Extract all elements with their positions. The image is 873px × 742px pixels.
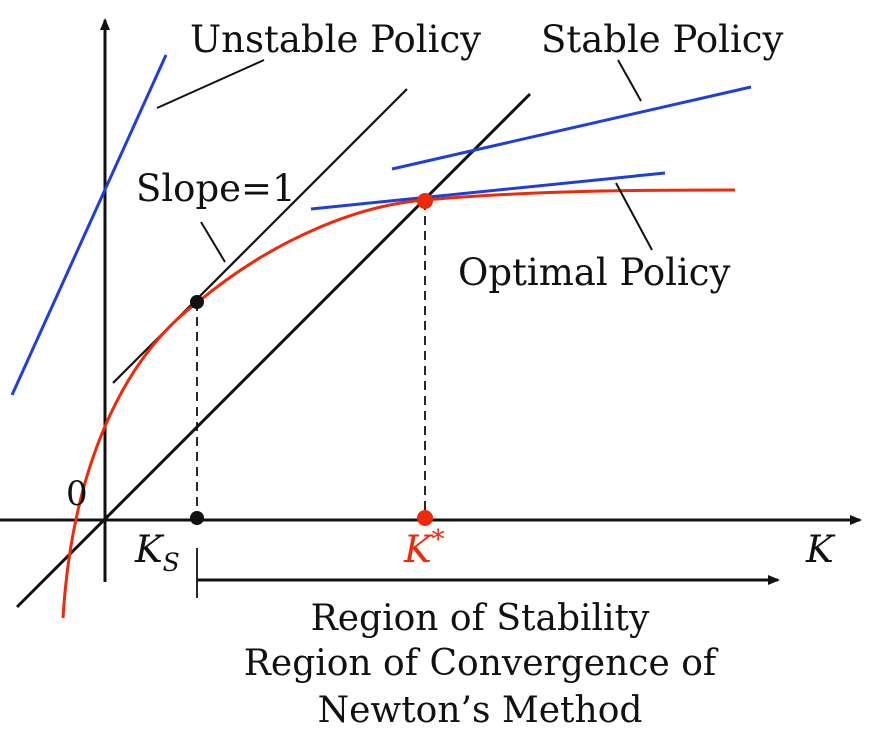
unstable-policy-label: Unstable Policy xyxy=(190,18,481,61)
optimal-policy-leader xyxy=(615,182,653,251)
stable-policy-label: Stable Policy xyxy=(541,18,784,61)
slope-label: Slope=1 xyxy=(136,167,296,210)
region-text-line-2: Region of Convergence of xyxy=(244,643,719,684)
k-axis-label: K xyxy=(805,528,836,571)
k-star-label-sup: * xyxy=(432,525,445,555)
k-star-label: K* xyxy=(403,525,445,571)
stable-policy-line xyxy=(391,85,752,171)
region-text-line-3: Newton’s Method xyxy=(318,690,643,731)
optimal-policy-label: Optimal Policy xyxy=(458,251,731,294)
k-star-label-main: K xyxy=(403,528,434,571)
k-s-axis-point xyxy=(190,511,204,525)
origin-label: 0 xyxy=(66,474,88,514)
k-s-label-sub: S xyxy=(163,548,180,577)
k-s-label-main: K xyxy=(134,528,165,571)
optimal-policy-line xyxy=(310,171,666,211)
cost-curve xyxy=(61,188,736,619)
k-s-label: KS xyxy=(134,528,180,577)
slope-leader xyxy=(200,221,226,263)
k-star-axis-point xyxy=(417,510,433,526)
k-s-curve-point xyxy=(190,295,204,309)
region-text-line-1: Region of Stability xyxy=(311,598,650,639)
unstable-policy-leader xyxy=(156,59,265,109)
unstable-policy-line xyxy=(10,54,168,396)
k-star-curve-point xyxy=(417,193,433,209)
stable-policy-leader xyxy=(617,59,642,102)
diagonal-line xyxy=(15,92,532,609)
